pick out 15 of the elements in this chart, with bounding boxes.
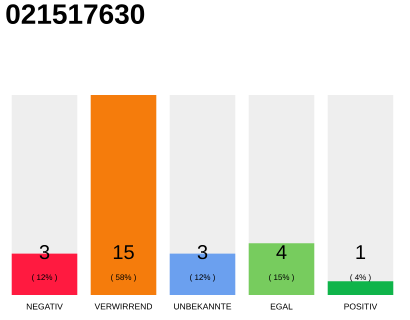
x-tick-label: VERWIRREND: [94, 304, 152, 310]
data-label: ( 58% ): [111, 274, 136, 282]
x-tick-label: NEGATIV: [26, 304, 63, 310]
bar: [328, 281, 394, 295]
data-label: ( 12% ): [190, 274, 215, 282]
x-tick-label: POSITIV: [344, 304, 378, 310]
chart-title: 021517630: [6, 4, 144, 24]
data-label: ( 15% ): [269, 274, 294, 282]
x-tick-label: EGAL: [270, 304, 293, 310]
x-tick-label: UNBEKANNTE: [174, 304, 232, 310]
annotation: 1: [356, 245, 366, 259]
data-label: ( 4% ): [350, 274, 371, 282]
data-label: ( 12% ): [32, 274, 57, 282]
annotation: 15: [114, 245, 134, 260]
annotation: 4: [276, 245, 286, 259]
